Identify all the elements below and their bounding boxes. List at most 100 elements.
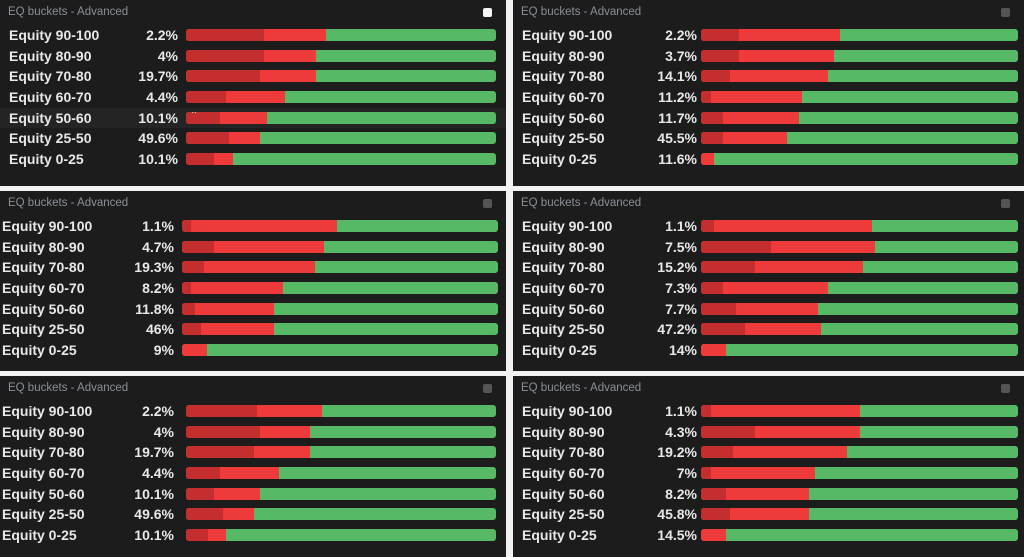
bucket-label: Equity 25-50 bbox=[2, 321, 85, 338]
bucket-row[interactable]: Equity 25-50 47.2% bbox=[513, 319, 1024, 340]
bucket-row[interactable]: Equity 80-90 4.3% bbox=[513, 422, 1024, 443]
bucket-bar bbox=[701, 302, 1018, 315]
bucket-percent: 4.4% bbox=[142, 465, 174, 482]
bucket-row[interactable]: Equity 25-50 46% bbox=[0, 319, 506, 340]
bucket-row[interactable]: Equity 80-90 4.7% bbox=[0, 237, 506, 258]
bar-segment-dark-red bbox=[186, 153, 214, 166]
bucket-row[interactable]: Equity 90-100 1.1% bbox=[513, 401, 1024, 422]
bucket-bar bbox=[701, 487, 1018, 500]
bucket-row[interactable]: Equity 70-80 19.7% bbox=[0, 66, 506, 87]
bucket-row[interactable]: Equity 60-70 4.4% bbox=[0, 87, 506, 108]
bar-segment-dark-red bbox=[186, 508, 224, 521]
eq-buckets-panel: EQ buckets - Advanced Equity 90-100 2.2%… bbox=[513, 0, 1024, 186]
bar-segment-dark-red bbox=[182, 261, 205, 274]
bucket-row[interactable]: Equity 50-60 11.8% bbox=[0, 299, 506, 320]
bucket-row[interactable]: Equity 50-60 7.7% bbox=[513, 299, 1024, 320]
bucket-percent: 7% bbox=[676, 465, 697, 482]
panel-menu-checkbox[interactable] bbox=[1001, 384, 1010, 393]
bucket-row[interactable]: Equity 50-60 8.2% bbox=[513, 484, 1024, 505]
bucket-bar bbox=[186, 91, 496, 104]
bar-segment-dark-red bbox=[701, 405, 711, 417]
bar-segment-red bbox=[182, 302, 274, 315]
panel-title: EQ buckets - Advanced bbox=[8, 382, 129, 394]
bucket-row[interactable]: Equity 50-60 10.1% bbox=[0, 484, 506, 505]
panel-menu-checkbox[interactable] bbox=[483, 8, 492, 17]
bucket-row[interactable]: Equity 25-50 49.6% bbox=[0, 128, 506, 149]
bucket-row[interactable]: Equity 0-25 10.1% bbox=[0, 525, 506, 546]
bar-segment-dark-red bbox=[701, 240, 771, 253]
bucket-row[interactable]: Equity 70-80 15.2% bbox=[513, 257, 1024, 278]
bucket-percent: 10.1% bbox=[138, 109, 178, 126]
bucket-percent: 14.1% bbox=[657, 68, 697, 85]
bar-segment-dark-red bbox=[701, 111, 724, 124]
bucket-bar bbox=[701, 70, 1018, 83]
bar-segment-dark-red bbox=[186, 91, 227, 104]
bucket-label: Equity 60-70 bbox=[522, 280, 605, 297]
bar-segment-dark-red bbox=[186, 467, 221, 480]
bucket-row[interactable]: Equity 90-100 2.2% bbox=[0, 25, 506, 46]
bucket-row[interactable]: Equity 70-80 19.7% bbox=[0, 442, 506, 463]
bar-segment-red bbox=[182, 282, 284, 295]
bucket-bar bbox=[186, 132, 496, 145]
panel-menu-checkbox[interactable] bbox=[483, 199, 492, 208]
bucket-row[interactable]: Equity 90-100 2.2% bbox=[0, 401, 506, 422]
bucket-bar bbox=[701, 240, 1018, 253]
bucket-label: Equity 80-90 bbox=[522, 423, 605, 440]
bucket-row[interactable]: Equity 0-25 14% bbox=[513, 340, 1024, 361]
bucket-row[interactable]: Equity 60-70 8.2% bbox=[0, 278, 506, 299]
bucket-bar bbox=[182, 282, 498, 295]
bucket-row[interactable]: Equity 60-70 7% bbox=[513, 463, 1024, 484]
bar-segment-dark-red bbox=[182, 302, 195, 315]
bucket-label: Equity 80-90 bbox=[522, 238, 605, 255]
bucket-label: Equity 90-100 bbox=[2, 403, 93, 419]
bucket-row[interactable]: Equity 70-80 19.2% bbox=[513, 442, 1024, 463]
panel-menu-checkbox[interactable] bbox=[1001, 199, 1010, 208]
panel-title: EQ buckets - Advanced bbox=[521, 382, 642, 394]
bucket-label: Equity 25-50 bbox=[2, 506, 85, 523]
bucket-bar bbox=[701, 111, 1018, 124]
bucket-row[interactable]: Equity 80-90 3.7% bbox=[513, 46, 1024, 67]
bar-segment-dark-red bbox=[701, 508, 730, 521]
bucket-row[interactable]: Equity 60-70 7.3% bbox=[513, 278, 1024, 299]
bucket-row[interactable]: Equity 50-60 10.1% ⌃ bbox=[0, 107, 506, 129]
bucket-row[interactable]: Equity 0-25 14.5% bbox=[513, 525, 1024, 546]
bucket-label: Equity 0-25 bbox=[2, 342, 77, 359]
bar-segment-dark-red bbox=[701, 49, 740, 62]
bucket-row[interactable]: Equity 80-90 7.5% bbox=[513, 237, 1024, 258]
bucket-row[interactable]: Equity 90-100 1.1% bbox=[0, 216, 506, 237]
bucket-row[interactable]: Equity 80-90 4% bbox=[0, 46, 506, 67]
bucket-row[interactable]: Equity 25-50 45.5% bbox=[513, 128, 1024, 149]
bar-segment-dark-red bbox=[182, 240, 214, 253]
bucket-label: Equity 60-70 bbox=[2, 280, 85, 297]
bar-segment-red bbox=[701, 446, 847, 459]
bucket-percent: 19.2% bbox=[657, 444, 697, 461]
bucket-row[interactable]: Equity 0-25 9% bbox=[0, 340, 506, 361]
bucket-row[interactable]: Equity 60-70 11.2% bbox=[513, 87, 1024, 108]
bucket-label: Equity 90-100 bbox=[2, 218, 93, 234]
bucket-label: Equity 25-50 bbox=[9, 130, 92, 147]
bucket-bar bbox=[701, 49, 1018, 62]
bucket-row[interactable]: Equity 25-50 49.6% bbox=[0, 504, 506, 525]
bucket-row[interactable]: Equity 70-80 14.1% bbox=[513, 66, 1024, 87]
bucket-bar bbox=[186, 49, 496, 62]
bar-segment-dark-red bbox=[186, 29, 264, 41]
bucket-row[interactable]: Equity 90-100 2.2% bbox=[513, 25, 1024, 46]
bucket-row[interactable]: Equity 80-90 4% bbox=[0, 422, 506, 443]
bucket-row[interactable]: Equity 50-60 11.7% bbox=[513, 108, 1024, 129]
bucket-row[interactable]: Equity 60-70 4.4% bbox=[0, 463, 506, 484]
bucket-row[interactable]: Equity 0-25 11.6% bbox=[513, 149, 1024, 170]
bucket-label: Equity 50-60 bbox=[522, 109, 605, 126]
bucket-percent: 10.1% bbox=[134, 527, 174, 544]
bucket-label: Equity 80-90 bbox=[522, 47, 605, 64]
bucket-row[interactable]: Equity 90-100 1.1% bbox=[513, 216, 1024, 237]
bucket-row[interactable]: Equity 0-25 10.1% bbox=[0, 149, 506, 170]
bar-segment-red bbox=[701, 153, 714, 166]
bar-segment-red bbox=[701, 70, 828, 83]
panel-title: EQ buckets - Advanced bbox=[8, 197, 129, 209]
eq-buckets-panel: EQ buckets - Advanced Equity 90-100 2.2%… bbox=[0, 376, 506, 557]
bucket-row[interactable]: Equity 70-80 19.3% bbox=[0, 257, 506, 278]
chevron-up-icon[interactable]: ⌃ bbox=[190, 111, 199, 121]
panel-menu-checkbox[interactable] bbox=[1001, 8, 1010, 17]
panel-menu-checkbox[interactable] bbox=[483, 384, 492, 393]
bucket-row[interactable]: Equity 25-50 45.8% bbox=[513, 504, 1024, 525]
